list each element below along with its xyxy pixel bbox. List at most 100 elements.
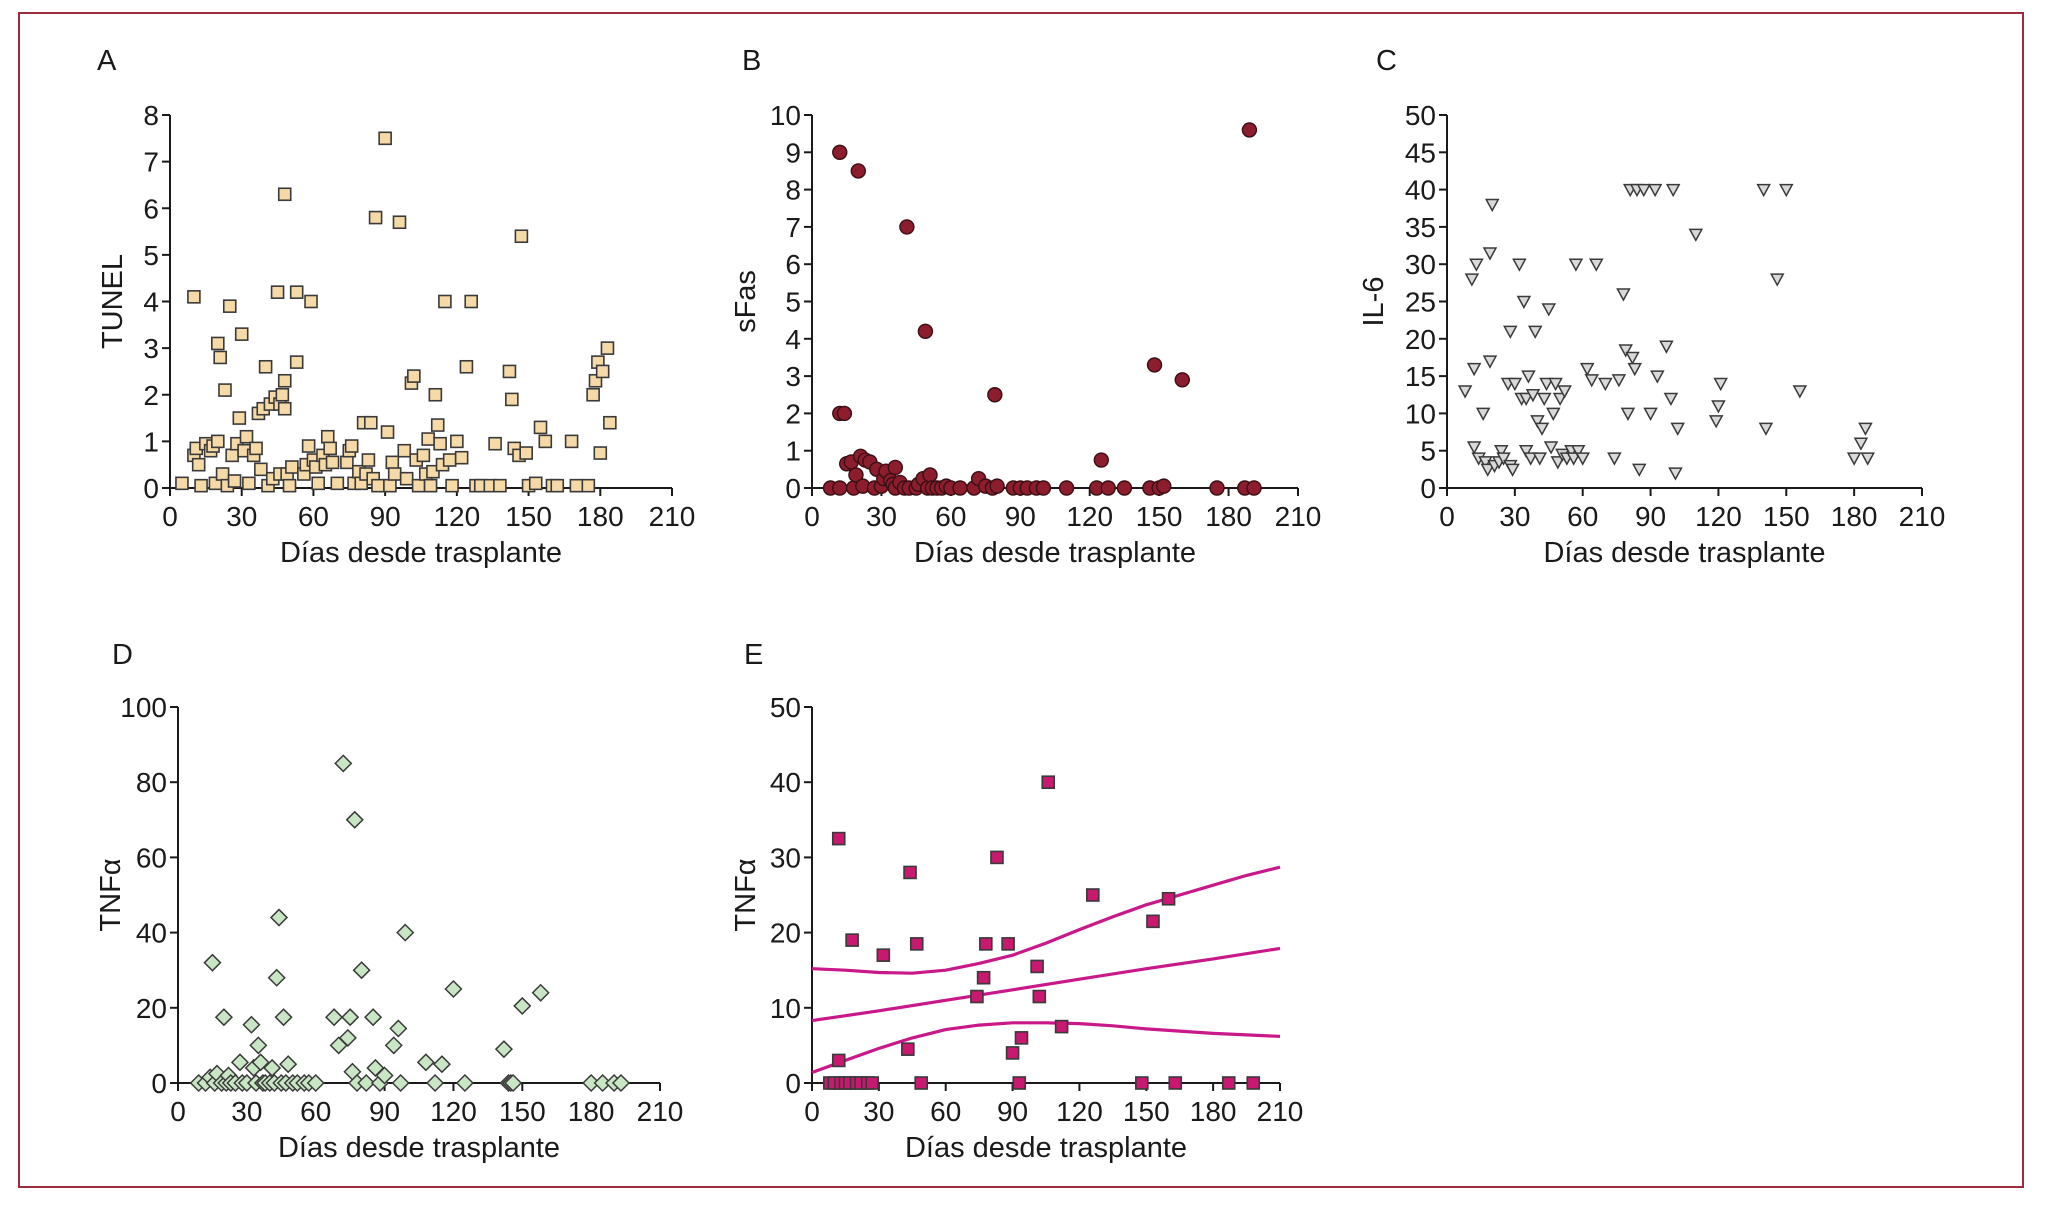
panel-c-point-8 — [1480, 463, 1495, 477]
panel-e-point-28 — [1054, 1019, 1069, 1034]
panel-a-point-23 — [239, 429, 254, 444]
panel-c-point-53 — [1607, 452, 1622, 466]
panel-c-point-31 — [1532, 452, 1548, 466]
panel-c-point-2 — [1466, 362, 1482, 377]
panel-b-point-22 — [887, 459, 904, 476]
panel-c-point-7 — [1478, 456, 1493, 470]
panel-c-x-tick-label: 180 — [1831, 501, 1878, 532]
panel-b-x-tick-label: 180 — [1205, 501, 1252, 532]
panel-a-point-110 — [514, 229, 529, 244]
panel-d-point-64 — [531, 983, 550, 1002]
panel-c-point-56 — [1618, 344, 1633, 358]
panel-d: D 0 30 60 90 120 150 180 210 0 20 40 60 80 100 Días des… — [95, 639, 683, 1164]
panel-c-x-tick-label: 210 — [1899, 501, 1946, 532]
panel-e-x-tick-label: 30 — [863, 1096, 894, 1127]
panel-e-point-34 — [1221, 1076, 1236, 1090]
panel-b-y-tick-label: 10 — [770, 100, 801, 131]
panel-d-letter: D — [112, 639, 133, 671]
panel-c-point-24 — [1518, 444, 1534, 459]
panel-c-point-0 — [1457, 385, 1473, 399]
panel-e-x-tick-label: 210 — [1257, 1096, 1304, 1127]
panel-e-point-20 — [990, 850, 1004, 865]
panel-c-point-19 — [1505, 463, 1520, 477]
panel-e-fit-line-1 — [811, 865, 1281, 975]
panel-d-x-tick-label: 60 — [300, 1096, 331, 1127]
panel-a-point-20 — [232, 411, 247, 425]
panel-d-y-tick-label: 100 — [120, 692, 167, 723]
panel-d-x-tick-label: 30 — [231, 1096, 262, 1127]
panel-c-x-tick-label: 120 — [1695, 501, 1742, 532]
panel-a-point-91 — [430, 418, 445, 432]
panel-d-point-55 — [426, 1073, 445, 1093]
panel-a-point-41 — [277, 187, 292, 202]
panel-c-y-tick-label: 45 — [1405, 137, 1436, 168]
panel-c-point-74 — [1711, 400, 1726, 414]
panel-b-point-49 — [1035, 480, 1052, 496]
panel-c-point-11 — [1484, 198, 1500, 213]
panel-b-y-tick-label: 7 — [785, 212, 801, 243]
panel-a-point-113 — [528, 476, 543, 491]
panel-c-point-25 — [1518, 392, 1534, 407]
panel-e-point-29 — [1086, 888, 1100, 902]
panel-a-point-39 — [277, 401, 292, 416]
panel-a-point-57 — [323, 441, 337, 456]
panel-d-point-38 — [334, 754, 353, 773]
panel-d-point-62 — [504, 1073, 523, 1093]
panel-a-point-18 — [227, 474, 242, 488]
panel-a-y-tick-label: 2 — [143, 380, 159, 411]
panel-e-y-tick-label: 0 — [785, 1068, 801, 1099]
panel-a-point-79 — [397, 443, 412, 458]
panel-c-point-36 — [1543, 441, 1559, 455]
panel-d-point-12 — [230, 1053, 250, 1072]
panel-e-point-26 — [1032, 989, 1047, 1004]
panel-a-point-16 — [222, 299, 237, 313]
panel-a-point-95 — [442, 453, 457, 467]
panel-a-y-tick-label: 5 — [143, 240, 159, 271]
panel-b-point-54 — [1116, 480, 1133, 496]
panel-c-point-29 — [1527, 325, 1543, 339]
panel-a-point-28 — [254, 462, 268, 477]
panel-a-point-13 — [215, 467, 230, 481]
panel-c-y-tick-label: 0 — [1420, 473, 1436, 504]
panel-b-point-32 — [922, 467, 938, 483]
panel-d-point-39 — [338, 1028, 357, 1047]
panel-c-y-tick-label: 40 — [1405, 175, 1436, 206]
panel-a-x-tick-label: 120 — [433, 501, 480, 532]
panel-c-x-tick-label: 0 — [1439, 501, 1455, 532]
panel-a-point-88 — [423, 478, 438, 493]
panel-c-x-axis-label: Días desde trasplante — [1543, 537, 1825, 569]
panel-b-point-9 — [850, 163, 866, 179]
panel-e-point-11 — [865, 1076, 879, 1090]
panel-a-point-14 — [218, 383, 232, 397]
panel-c-point-15 — [1496, 452, 1511, 466]
panel-a-point-49 — [301, 439, 316, 453]
panel-c-point-3 — [1466, 441, 1482, 455]
panel-b-x-tick-label: 120 — [1066, 501, 1113, 532]
panel-e-point-13 — [901, 1042, 915, 1056]
panel-a-point-77 — [387, 467, 402, 481]
panel-c-point-1 — [1464, 273, 1480, 287]
panel-c-point-38 — [1548, 377, 1563, 392]
panel-c-point-27 — [1523, 452, 1538, 466]
panel-c-y-tick-label: 20 — [1405, 324, 1436, 355]
panel-e-point-35 — [1246, 1076, 1261, 1090]
panel-c-point-40 — [1552, 392, 1568, 407]
panel-e-y-tick-label: 10 — [770, 993, 801, 1024]
panel-d-point-18 — [249, 1036, 268, 1055]
panel-d-point-50 — [384, 1036, 403, 1055]
panel-d-point-7 — [214, 1008, 233, 1027]
panel-b-point-56 — [1146, 357, 1163, 373]
panel-a-y-axis-label: TUNEL — [97, 254, 129, 349]
panel-d-point-59 — [494, 1040, 513, 1059]
panel-a-y-tick-label: 6 — [143, 193, 159, 224]
panel-c-point-35 — [1541, 303, 1557, 317]
panel-d-x-tick-label: 120 — [430, 1096, 477, 1127]
panel-d-point-19 — [251, 1053, 270, 1072]
panel-c-x-tick-label: 30 — [1499, 501, 1530, 532]
panel-d-point-68 — [611, 1073, 631, 1093]
panel-b-y-tick-label: 3 — [785, 361, 801, 392]
panel-a-point-60 — [340, 455, 354, 470]
panel-a-point-90 — [428, 387, 443, 402]
panel-a-y-tick-label: 7 — [143, 147, 159, 178]
panel-e-point-24 — [1014, 1031, 1029, 1045]
